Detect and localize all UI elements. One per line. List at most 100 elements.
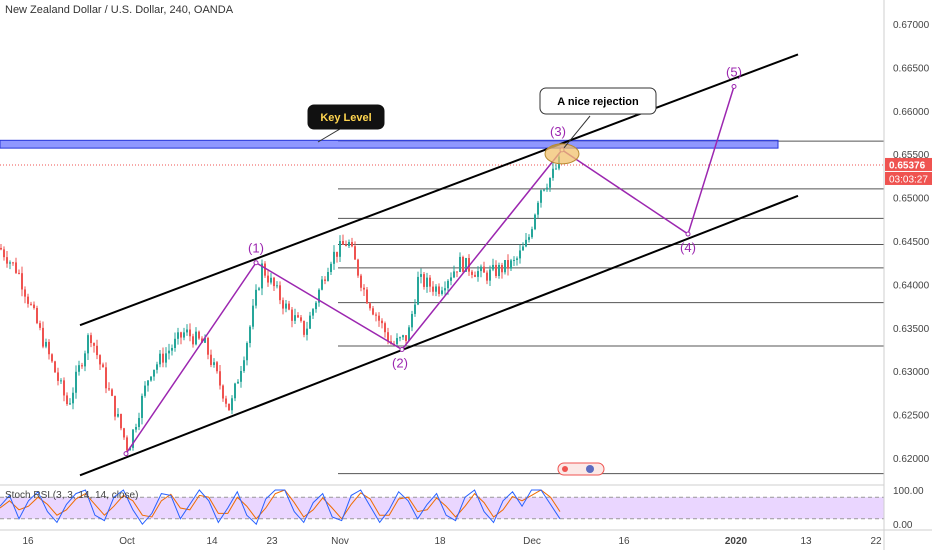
candle-body (306, 328, 308, 335)
candle-body (504, 260, 506, 273)
candle-body (291, 309, 293, 321)
candle-body (243, 360, 245, 371)
candle-body (135, 427, 137, 430)
candle-body (348, 242, 350, 246)
candle-body (267, 275, 269, 283)
candle-body (555, 168, 557, 170)
candle-body (240, 370, 242, 382)
price-tick-label: 0.62000 (893, 454, 930, 465)
candle-body (117, 413, 119, 417)
candle-body (126, 437, 128, 451)
candle-body (174, 338, 176, 348)
time-tick-label: 13 (800, 536, 812, 547)
candle-body (72, 392, 74, 404)
candle-body (252, 305, 254, 327)
candle-body (30, 303, 32, 305)
candle-body (519, 250, 521, 259)
wave-label: (2) (392, 356, 408, 371)
candle-body (150, 376, 152, 381)
candle-body (45, 341, 47, 347)
candle-body (456, 271, 458, 273)
candle-body (375, 314, 377, 316)
candle-body (525, 239, 527, 247)
wave-label: (5) (726, 64, 742, 79)
last-price-tag (885, 157, 932, 171)
candle-body (138, 417, 140, 428)
candles (0, 152, 560, 457)
candle-body (477, 271, 479, 277)
candle-body (60, 380, 62, 382)
last-price-label: 0.65376 (889, 160, 926, 171)
candle-body (246, 343, 248, 361)
candle-body (336, 251, 338, 257)
candle-body (141, 395, 143, 418)
candle-body (453, 271, 455, 278)
candle-body (309, 315, 311, 329)
stoch-rsi-tick-label: 0.00 (893, 520, 913, 531)
stoch-rsi-d-line (0, 489, 561, 520)
candle-body (501, 265, 503, 273)
candle-body (417, 276, 419, 305)
wave-point (685, 231, 691, 237)
candle-body (264, 263, 266, 276)
candle-body (153, 369, 155, 377)
candle-body (24, 289, 26, 297)
price-tick-label: 0.66000 (893, 107, 930, 118)
wave-path (125, 86, 735, 455)
time-tick-label: 23 (266, 536, 278, 547)
rejection-callout-text: A nice rejection (557, 96, 639, 108)
candle-body (312, 309, 314, 316)
candle-body (366, 289, 368, 304)
candle-body (384, 323, 386, 333)
price-tick-label: 0.63000 (893, 367, 930, 378)
candle-body (540, 190, 542, 203)
key-level-zone[interactable] (0, 139, 779, 149)
candle-body (222, 385, 224, 399)
event-marker-dot (562, 466, 568, 472)
candle-body (471, 271, 473, 275)
candle-body (342, 240, 344, 245)
wave-label: (3) (550, 124, 566, 139)
price-tick-label: 0.64500 (893, 237, 930, 248)
time-axis[interactable]: 16 Oct 14 23 Nov 18 Dec 16 2020 13 22 (0, 529, 932, 547)
candle-body (198, 331, 200, 339)
candle-body (255, 289, 257, 306)
candle-body (354, 246, 356, 260)
candle-body (177, 332, 179, 339)
candle-body (120, 413, 122, 429)
candle-body (537, 202, 539, 215)
candle-body (99, 355, 101, 365)
candle-body (0, 247, 2, 250)
candle-body (12, 262, 14, 264)
candle-body (426, 277, 428, 287)
candle-body (3, 249, 5, 258)
candle-body (66, 395, 68, 405)
candle-body (102, 364, 104, 368)
price-axis[interactable]: 0.67000 0.66500 0.66000 0.65500 0.65000 0.645… (883, 0, 932, 550)
candle-body (90, 335, 92, 344)
candle-body (231, 398, 233, 411)
countdown-label: 03:03:27 (889, 174, 928, 185)
price-channel[interactable] (79, 53, 799, 477)
candle-body (87, 335, 89, 354)
candle-body (339, 240, 341, 257)
key-level-callout-text: Key Level (320, 112, 371, 124)
elliott-wave[interactable]: (1) (2) (3) (4) (5) (123, 64, 742, 457)
candle-body (492, 264, 494, 270)
candle-body (129, 447, 131, 451)
candle-body (186, 329, 188, 333)
candle-body (438, 286, 440, 294)
candle-body (411, 313, 413, 328)
candle-body (300, 317, 302, 321)
candle-body (156, 364, 158, 370)
candle-body (459, 256, 461, 272)
rejection-ellipse (544, 143, 580, 165)
candle-body (405, 335, 407, 341)
chart-title: New Zealand Dollar / U.S. Dollar, 240, O… (5, 4, 234, 16)
candle-body (315, 302, 317, 310)
candle-body (189, 329, 191, 337)
annotations[interactable]: A nice rejection Key Level (307, 87, 657, 476)
candle-body (234, 383, 236, 399)
